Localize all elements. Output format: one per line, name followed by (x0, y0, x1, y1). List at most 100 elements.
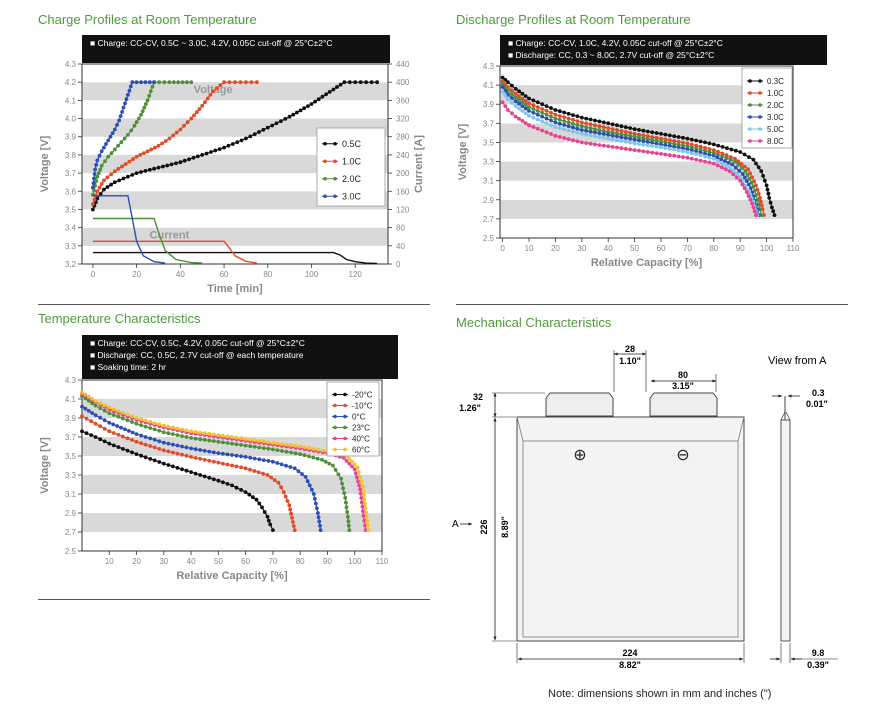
series-point (338, 82, 343, 87)
series-point (302, 453, 307, 458)
series-point (553, 125, 558, 130)
series-point (98, 415, 103, 420)
legend-entry-label: 60°C (352, 446, 370, 455)
thickness-mm: 9.8 (812, 648, 825, 658)
legend-swatch-dot (333, 141, 337, 146)
series-point (601, 143, 606, 148)
series-point (157, 80, 162, 85)
series-point (321, 448, 325, 453)
tab-height-mm: 32 (473, 392, 483, 402)
series-point (91, 202, 95, 206)
series-point (257, 130, 261, 134)
series-point (571, 129, 575, 134)
series-point (676, 154, 681, 159)
series-point (571, 121, 575, 126)
series-point (549, 118, 553, 123)
series-point (184, 428, 189, 433)
series-point (311, 492, 316, 496)
series-point (743, 169, 748, 174)
series-point (180, 434, 184, 438)
temperature-plot: ■ Charge: CC-CV, 0.5C, 4.2V, 0.05C cut-o… (39, 335, 398, 582)
series-point (134, 439, 139, 444)
series-point (650, 144, 655, 148)
x-tick-label: 40 (604, 244, 613, 253)
y2-tick-label: 0 (396, 260, 401, 269)
series-point (672, 147, 677, 152)
legend-swatch-dot (748, 79, 752, 83)
series-point (288, 507, 293, 512)
series-point (92, 176, 96, 181)
series-point (588, 117, 593, 122)
series-point (239, 465, 244, 470)
series-point (142, 105, 147, 110)
series-point (134, 171, 139, 176)
series-point (535, 100, 540, 105)
series-point (317, 519, 322, 524)
series-point (296, 469, 301, 474)
x-tick-label: 40 (176, 270, 185, 279)
series-point (584, 121, 589, 126)
series-point (584, 132, 589, 137)
series-point (361, 509, 365, 513)
series-point (134, 432, 139, 436)
y-tick-label: 3.7 (65, 169, 77, 178)
series-point (266, 446, 271, 451)
series-point (758, 196, 762, 200)
series-point (198, 473, 203, 477)
series-point (138, 153, 143, 157)
tab-width-mm: 28 (625, 344, 635, 354)
series-point (121, 410, 125, 415)
series-point (192, 113, 196, 118)
series-point (112, 127, 117, 132)
charge-section-title: Charge Profiles at Room Temperature (38, 12, 257, 27)
chart-banner: ■ Charge: CC-CV, 0.5C, 4.2V, 0.05C cut-o… (82, 335, 398, 379)
series-point (615, 123, 619, 128)
series-point (364, 515, 369, 519)
legend-swatch-dot (343, 447, 347, 452)
series-point (80, 394, 84, 398)
series-point (553, 116, 558, 121)
series-point (274, 121, 279, 126)
height-mm: 226 (479, 519, 489, 534)
series-point (152, 458, 157, 463)
series-line (92, 251, 378, 265)
series-point (97, 153, 102, 158)
series-point (148, 419, 153, 424)
series-point (152, 445, 157, 450)
series-point (123, 427, 127, 432)
series-point (161, 461, 166, 466)
x-tick-label: 90 (323, 557, 332, 566)
y-tick-label: 3.4 (65, 224, 77, 233)
series-point (597, 143, 602, 147)
plot-band (82, 513, 382, 532)
series-point (248, 437, 253, 442)
chart-annotation: Current (150, 230, 190, 242)
series-point (632, 134, 637, 139)
y-axis-label: Voltage [V] (39, 135, 51, 192)
series-point (189, 470, 194, 474)
series-point (772, 213, 777, 218)
y-tick-label: 3.1 (483, 177, 495, 186)
series-point (637, 127, 641, 132)
series-point (134, 120, 139, 125)
series-point (257, 445, 262, 450)
series-point (628, 140, 633, 145)
series-point (362, 497, 367, 502)
y-tick-label: 3.7 (483, 119, 495, 128)
series-point (97, 185, 102, 190)
series-point (92, 197, 97, 202)
y-tick-label: 4.0 (65, 115, 77, 124)
series-point (746, 167, 750, 172)
series-point (244, 80, 248, 85)
series-point (667, 146, 672, 151)
y-tick-label: 2.5 (483, 234, 495, 243)
plot-band (500, 66, 793, 86)
series-point (171, 80, 176, 85)
series-point (252, 469, 257, 473)
series-point (698, 144, 703, 149)
series-point (115, 424, 119, 428)
legend-entry-label: 0.5C (342, 139, 362, 149)
x-tick-label: 80 (709, 244, 718, 253)
series-point (239, 138, 244, 143)
y-tick-label: 2.9 (483, 196, 495, 205)
